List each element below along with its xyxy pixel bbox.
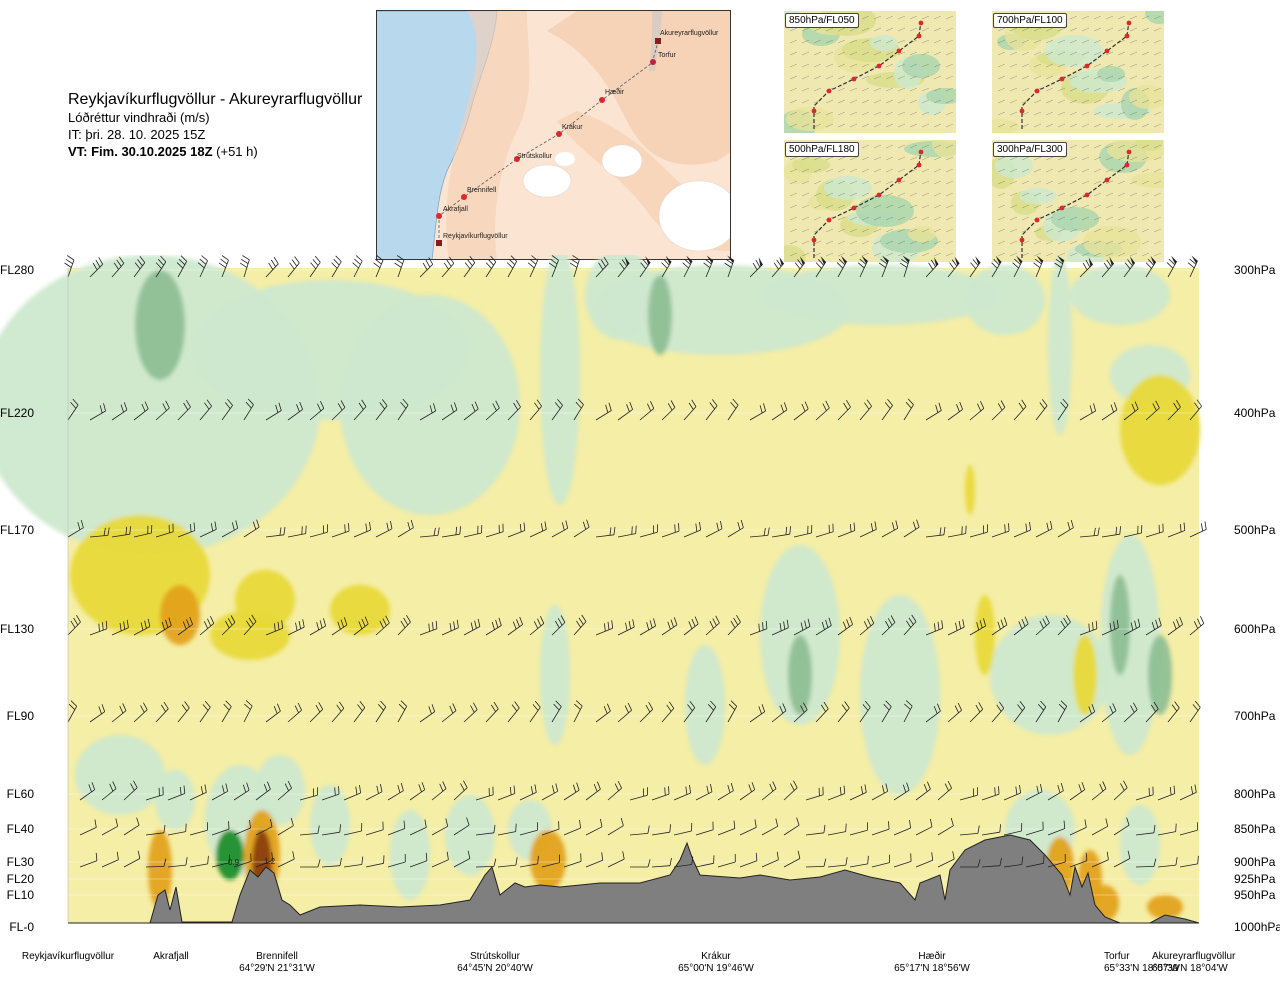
thumbnail-700hpa-label: 700hPa/FL100 bbox=[993, 13, 1067, 28]
fl-label: FL130 bbox=[0, 622, 35, 636]
waypoint-torfur-marker[interactable] bbox=[650, 59, 656, 65]
thumbnail-300hpa-map bbox=[992, 140, 1164, 262]
location-name: Strútskollur bbox=[469, 951, 520, 962]
hpa-label: 850hPa bbox=[1234, 822, 1276, 836]
valid-time-line: VT: Fim. 30.10.2025 18Z (+51 h) bbox=[68, 143, 378, 160]
terrain-profile bbox=[68, 834, 1200, 924]
thumbnail-700hpa[interactable]: 700hPa/FL100 bbox=[992, 11, 1164, 133]
thumbnail-850hpa[interactable]: 850hPa/FL050 bbox=[784, 11, 956, 133]
fl-label: FL280 bbox=[0, 263, 35, 277]
location-coord: 65°39'N 18°04'W bbox=[1152, 963, 1228, 974]
hpa-label: 600hPa bbox=[1234, 622, 1276, 636]
location-name: Akureyrarflugvöllur bbox=[1152, 951, 1236, 962]
location-label: Reykjavíkurflugvöllur bbox=[8, 951, 128, 963]
fl-label: FL40 bbox=[6, 822, 34, 836]
hpa-label: 925hPa bbox=[1234, 872, 1276, 886]
thumbnail-500hpa-label: 500hPa/FL180 bbox=[785, 142, 859, 157]
waypoint-strutskollur-marker[interactable] bbox=[514, 156, 520, 162]
location-name: Akrafjall bbox=[153, 951, 189, 962]
waypoint-strutskollur-label: Strútskollur bbox=[517, 153, 553, 160]
location-coord: 64°45'N 20°40'W bbox=[457, 963, 533, 974]
thumbnail-500hpa-map bbox=[784, 140, 956, 262]
lead-time: (+51 h) bbox=[216, 144, 258, 159]
fl-label: FL60 bbox=[6, 787, 34, 801]
waypoint-torfur-label: Torfur bbox=[658, 52, 677, 59]
thumbnail-300hpa-label: 300hPa/FL300 bbox=[993, 142, 1067, 157]
fl-label: FL220 bbox=[0, 406, 35, 420]
hpa-label: 900hPa bbox=[1234, 855, 1276, 869]
location-name: Hæðir bbox=[918, 951, 946, 962]
location-label: Akrafjall bbox=[136, 951, 206, 963]
waypoint-haedir-marker[interactable] bbox=[599, 97, 605, 103]
waypoint-krakur-label: Krákur bbox=[562, 124, 583, 131]
location-name: Krákur bbox=[701, 951, 731, 962]
fl-label: FL20 bbox=[6, 872, 34, 886]
parameter-title: Lóðréttur vindhraði (m/s) bbox=[68, 110, 210, 125]
location-coord: 64°29'N 21°31'W bbox=[239, 963, 315, 974]
waypoint-reykjavik-label: Reykjavíkurflugvöllur bbox=[443, 233, 508, 240]
fl-label: FL90 bbox=[6, 709, 34, 723]
hpa-label: 950hPa bbox=[1234, 888, 1276, 902]
waypoint-brennifell-marker[interactable] bbox=[461, 194, 467, 200]
waypoint-reykjavik-marker[interactable] bbox=[436, 240, 442, 246]
extreme-value-label: 1.2 bbox=[264, 857, 276, 866]
route-map-svg: Akureyrarflugvöllur Torfur Hæðir Krákur … bbox=[377, 11, 730, 259]
location-label: Hæðir 65°17'N 18°56'W bbox=[887, 951, 977, 975]
location-label: Krákur 65°00'N 19°46'W bbox=[671, 951, 761, 975]
waypoint-akureyri-marker[interactable] bbox=[655, 38, 661, 44]
waypoint-akureyri-label: Akureyrarflugvöllur bbox=[660, 30, 719, 37]
vertical-wind-field bbox=[0, 255, 1200, 921]
route-map[interactable]: Akureyrarflugvöllur Torfur Hæðir Krákur … bbox=[376, 10, 731, 260]
location-name: Torfur bbox=[1104, 951, 1130, 962]
hpa-label: 1000hPa bbox=[1234, 920, 1280, 934]
thumbnail-500hpa[interactable]: 500hPa/FL180 bbox=[784, 140, 956, 262]
location-coord: 65°17'N 18°56'W bbox=[894, 963, 970, 974]
location-coord: 65°33'N 18°07'W bbox=[1104, 963, 1180, 974]
cross-section-plot: 0.9 1.2 bbox=[0, 255, 1207, 924]
fl-label: FL-0 bbox=[9, 920, 34, 934]
hpa-label: 400hPa bbox=[1234, 406, 1276, 420]
wind-barbs bbox=[64, 255, 1207, 868]
valid-time: VT: Fim. 30.10.2025 18Z bbox=[68, 144, 213, 159]
hpa-label: 300hPa bbox=[1234, 263, 1276, 277]
thumbnail-850hpa-label: 850hPa/FL050 bbox=[785, 13, 859, 28]
waypoint-haedir-label: Hæðir bbox=[605, 88, 625, 96]
location-label: Torfur 65°33'N 18°07'W bbox=[1104, 951, 1180, 975]
location-label: Akureyrarflugvöllur 65°39'N 18°04'W bbox=[1152, 951, 1274, 975]
fl-label: FL170 bbox=[0, 523, 35, 537]
waypoint-brennifell-label: Brennifell bbox=[467, 187, 497, 194]
location-label: Strútskollur 64°45'N 20°40'W bbox=[450, 951, 540, 975]
waypoint-akrafjall-label: Akrafjall bbox=[443, 206, 468, 213]
fl-label: FL10 bbox=[6, 888, 34, 902]
extreme-value-label: 0.9 bbox=[228, 858, 240, 867]
thumbnail-850hpa-map bbox=[784, 11, 956, 133]
waypoint-akrafjall-marker[interactable] bbox=[436, 213, 442, 219]
issue-time: IT: þri. 28. 10. 2025 15Z bbox=[68, 127, 206, 142]
location-name: Brennifell bbox=[256, 951, 298, 962]
location-name: Reykjavíkurflugvöllur bbox=[21, 951, 115, 962]
fl-label: FL30 bbox=[6, 855, 34, 869]
extreme-labels: 0.9 1.2 bbox=[228, 857, 276, 867]
hpa-label: 800hPa bbox=[1234, 787, 1276, 801]
location-coord: 65°00'N 19°46'W bbox=[678, 963, 754, 974]
thumbnail-300hpa[interactable]: 300hPa/FL300 bbox=[992, 140, 1164, 262]
thumbnail-700hpa-map bbox=[992, 11, 1164, 133]
hpa-label: 700hPa bbox=[1234, 709, 1276, 723]
waypoint-markers bbox=[436, 38, 661, 246]
waypoint-krakur-marker[interactable] bbox=[556, 131, 562, 137]
location-label: Brennifell 64°29'N 21°31'W bbox=[232, 951, 322, 975]
hpa-label: 500hPa bbox=[1234, 523, 1276, 537]
route-title: Reykjavíkurflugvöllur - Akureyrarflugvöl… bbox=[68, 91, 363, 108]
chart-header: Reykjavíkurflugvöllur - Akureyrarflugvöl… bbox=[68, 90, 378, 160]
